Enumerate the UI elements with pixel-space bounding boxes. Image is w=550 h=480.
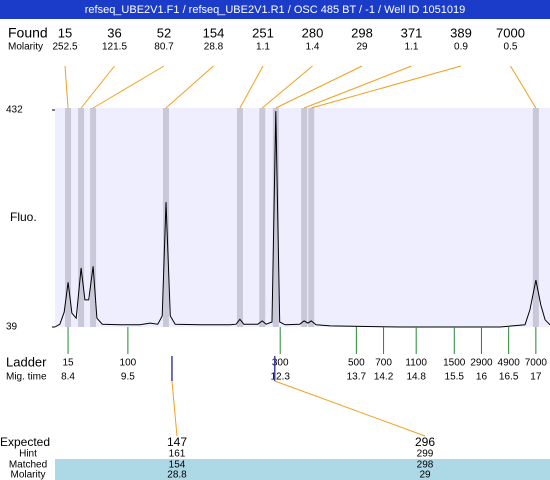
y-axis-label: Fluo.: [10, 210, 37, 224]
y-tick-label: 432: [6, 105, 23, 116]
ladder-time: 17: [530, 372, 542, 383]
ladder-time: 16.5: [499, 372, 519, 383]
peak-connector: [80, 65, 115, 109]
hint-value: 161: [169, 449, 186, 460]
found-molarity: 0.5: [504, 42, 518, 53]
ladder-size: 300: [272, 358, 289, 369]
found-molarity: 1.1: [256, 42, 270, 53]
ladder-time: 16: [476, 372, 488, 383]
expected-connector: [171, 380, 178, 437]
found-label: Found: [8, 25, 48, 41]
ladder-time: 9.5: [121, 372, 135, 383]
matched-band: [55, 459, 550, 480]
trace: [54, 111, 550, 328]
ladder-time: 15.5: [445, 372, 465, 383]
peak-band: [78, 108, 85, 327]
peak-connector: [64, 65, 69, 109]
ladder-time: 8.4: [61, 372, 75, 383]
matched-label: Matched: [9, 460, 47, 471]
found-size: 52: [157, 25, 171, 40]
found-molarity: 0.9: [454, 42, 468, 53]
peak-connector: [275, 65, 363, 109]
ladder-time: 14.8: [406, 372, 426, 383]
ladder-size: 4900: [498, 358, 521, 369]
ladder-size: 7000: [525, 358, 548, 369]
peak-band: [301, 108, 308, 327]
found-molarity: 28.8: [204, 42, 224, 53]
matched-value: 154: [169, 460, 186, 471]
peak-connector: [239, 65, 264, 109]
hint-value: 299: [417, 449, 434, 460]
expected-size: 296: [415, 435, 435, 449]
peak-connector: [303, 65, 412, 109]
found-molarity: 29: [356, 42, 368, 53]
peak-connector: [261, 65, 313, 109]
found-size: 251: [252, 25, 274, 40]
found-size: 154: [203, 25, 225, 40]
found-size: 280: [302, 25, 324, 40]
molarity-value: 28.8: [167, 470, 187, 480]
ladder-size: 15: [62, 358, 74, 369]
peak-connector: [165, 65, 214, 109]
peak-band: [532, 108, 539, 327]
ladder-size: 700: [375, 358, 392, 369]
ladder-size: 100: [120, 358, 137, 369]
peak-connector: [92, 65, 165, 109]
molarity-label: Molarity: [8, 42, 43, 53]
matched-value: 298: [417, 460, 434, 471]
mig-time-label: Mig. time: [6, 372, 47, 383]
expected-molarity-label: Molarity: [10, 470, 45, 480]
found-molarity: 1.1: [405, 42, 419, 53]
chart-title: refseq_UBE2V1.F1 / refseq_UBE2V1.R1 / OS…: [85, 4, 466, 16]
peak-band: [65, 108, 72, 327]
ladder-size: 2900: [470, 358, 493, 369]
ladder-size: 1100: [405, 358, 427, 369]
ladder-time: 14.2: [374, 372, 394, 383]
peak-band: [236, 108, 243, 327]
peak-band: [308, 108, 315, 327]
ladder-size: 1500: [443, 358, 466, 369]
expected-size: 147: [167, 435, 187, 449]
found-size: 7000: [496, 25, 525, 40]
peak-connector: [311, 65, 462, 109]
ladder-time: 13.7: [347, 372, 367, 383]
peak-band: [272, 108, 279, 327]
expected-connector: [274, 380, 426, 437]
found-size: 371: [401, 25, 423, 40]
y-tick-label: 39: [6, 322, 18, 333]
found-size: 15: [58, 25, 72, 40]
found-molarity: 252.5: [52, 42, 77, 53]
peak-band: [90, 108, 97, 327]
ladder-time: 12.3: [270, 372, 290, 383]
found-size: 389: [450, 25, 472, 40]
peak-band: [259, 108, 266, 327]
title-bar: [0, 0, 550, 19]
ladder-size: 500: [348, 358, 365, 369]
found-size: 36: [107, 25, 121, 40]
hint-label: Hint: [19, 449, 37, 460]
peak-connector: [510, 65, 537, 109]
expected-label: Expected: [0, 435, 50, 449]
molarity-value: 29: [419, 470, 431, 480]
ladder-label: Ladder: [6, 354, 47, 369]
found-size: 298: [351, 25, 373, 40]
found-molarity: 121.5: [102, 42, 127, 53]
found-molarity: 1.4: [306, 42, 320, 53]
found-molarity: 80.7: [154, 42, 174, 53]
